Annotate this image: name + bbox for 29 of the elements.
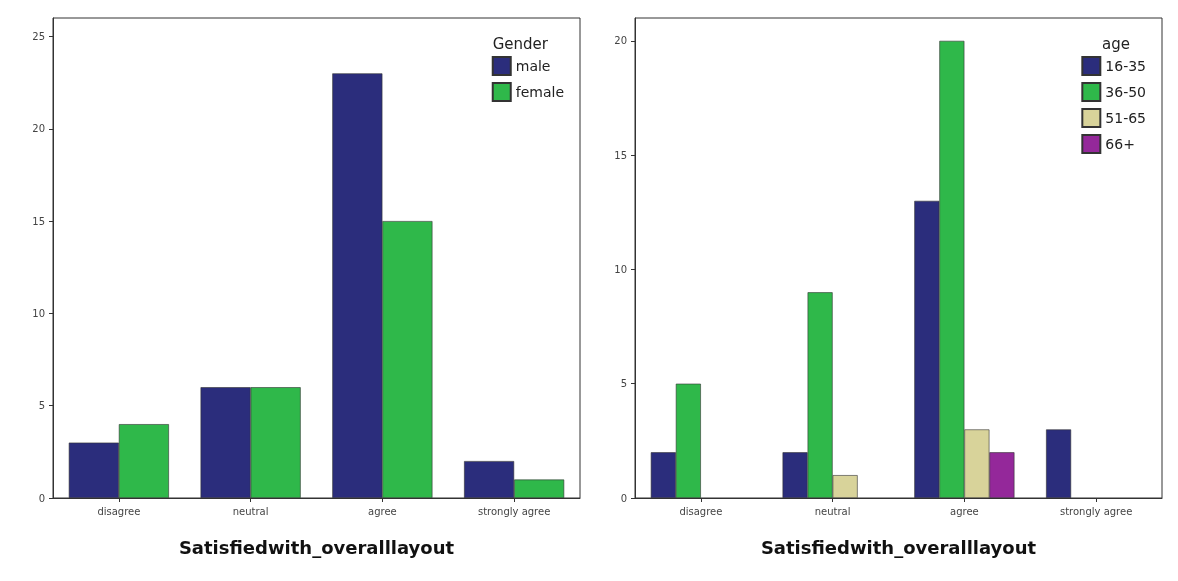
legend-label: 51-65 bbox=[1105, 110, 1147, 126]
legend-label: female bbox=[515, 84, 564, 100]
x-axis-title: Satisfiedwith_overalllayout bbox=[178, 536, 455, 558]
y-tick-label: 25 bbox=[32, 30, 45, 42]
x-tick-label: agree bbox=[950, 505, 979, 517]
y-tick-label: 10 bbox=[32, 307, 45, 319]
legend-label: 66+ bbox=[1105, 136, 1135, 152]
legend-label: 16-35 bbox=[1105, 58, 1147, 74]
y-tick-label: 20 bbox=[32, 123, 45, 135]
y-tick-label: 5 bbox=[38, 400, 45, 412]
x-tick-label: disagree bbox=[97, 505, 141, 517]
y-tick-label: 15 bbox=[614, 149, 627, 161]
x-tick-label: disagree bbox=[679, 505, 723, 517]
y-tick-label: 0 bbox=[620, 492, 627, 504]
x-axis-title: Satisfiedwith_overalllayout bbox=[760, 536, 1037, 558]
legend-title: Gender bbox=[492, 34, 549, 53]
x-tick-label: agree bbox=[368, 505, 397, 517]
x-tick-label: neutral bbox=[814, 505, 851, 517]
x-tick-label: neutral bbox=[232, 505, 269, 517]
legend-label: male bbox=[515, 58, 551, 74]
legend-label: 36-50 bbox=[1105, 84, 1147, 100]
y-tick-label: 0 bbox=[38, 492, 45, 504]
y-tick-label: 20 bbox=[614, 35, 627, 47]
y-tick-label: 5 bbox=[620, 378, 627, 390]
x-tick-label: strongly agree bbox=[477, 505, 551, 517]
y-tick-label: 15 bbox=[32, 215, 45, 227]
legend-title: age bbox=[1102, 34, 1131, 53]
y-tick-label: 10 bbox=[614, 263, 627, 275]
x-tick-label: strongly agree bbox=[1059, 505, 1133, 517]
